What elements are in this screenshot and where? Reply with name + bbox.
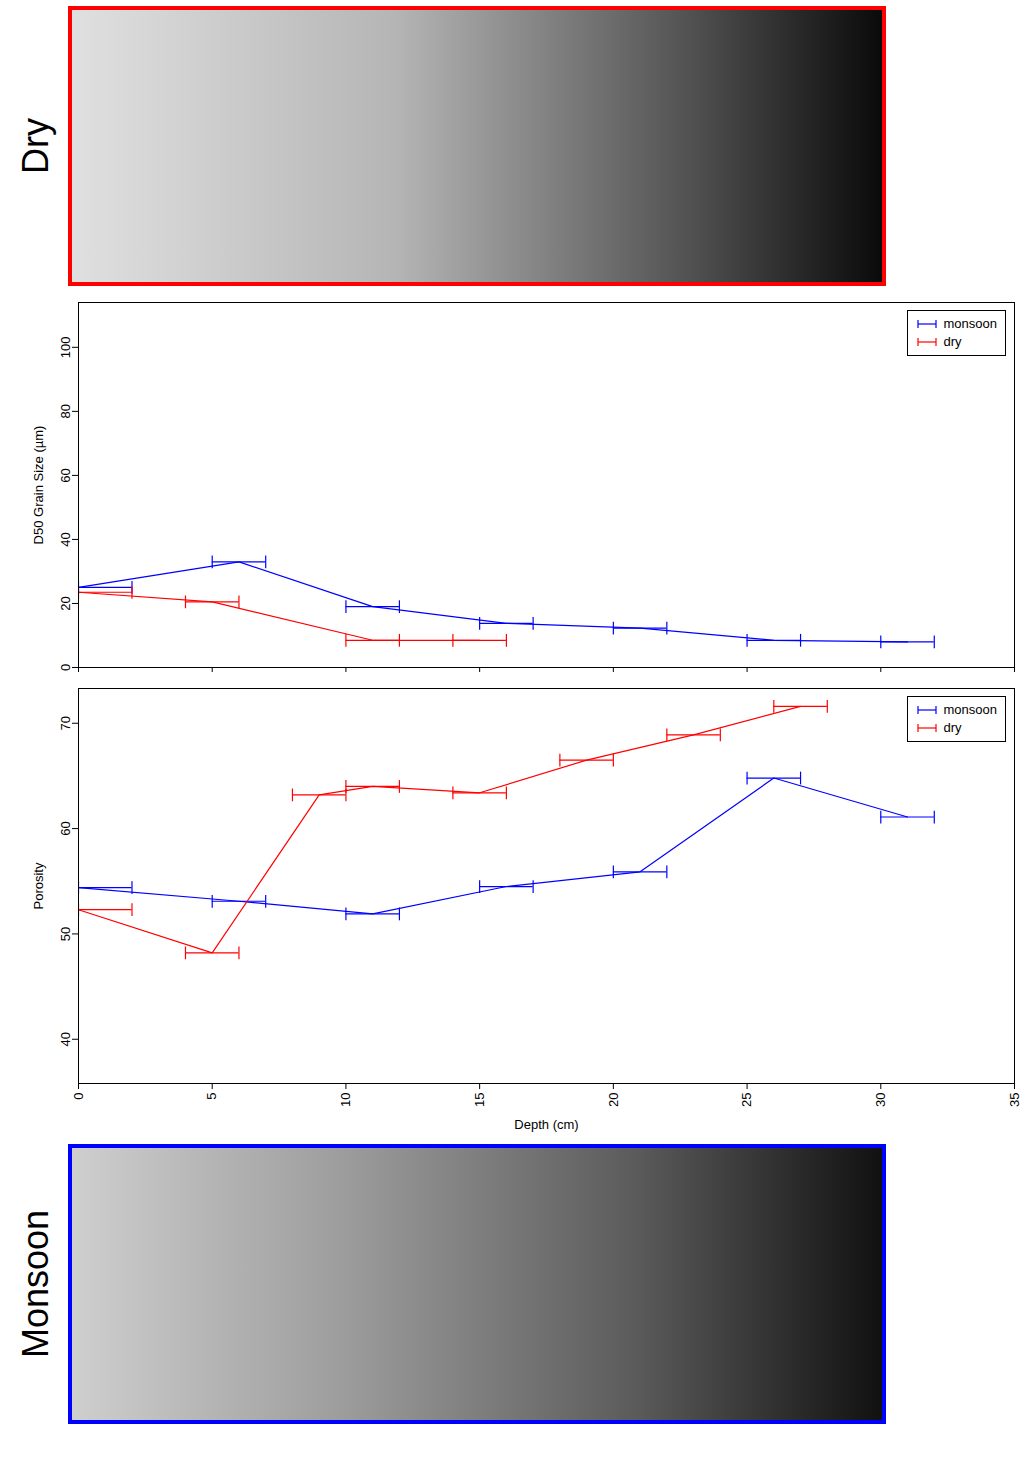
svg-text:D50 Grain Size (µm): D50 Grain Size (µm)	[31, 426, 46, 545]
html-text:dry: dry	[943, 334, 962, 349]
svg-text:40: 40	[58, 532, 73, 546]
html-text:Dry: Dry	[15, 118, 56, 174]
svg-text:30: 30	[873, 1093, 888, 1107]
svg-text:40: 40	[58, 1032, 73, 1046]
svg-text:10: 10	[338, 1093, 353, 1107]
svg-text:60: 60	[58, 821, 73, 835]
svg-text:60: 60	[58, 468, 73, 482]
html-text:monsoon: monsoon	[943, 316, 997, 331]
html-text:monsoon: monsoon	[943, 702, 997, 717]
svg-text:0: 0	[71, 1093, 86, 1100]
svg-text:0: 0	[58, 664, 73, 671]
svg-text:25: 25	[739, 1093, 754, 1107]
svg-text:20: 20	[58, 596, 73, 610]
html-text:dry: dry	[943, 720, 962, 735]
svg-text:35: 35	[1007, 1093, 1022, 1107]
svg-text:5: 5	[204, 1093, 219, 1100]
svg-text:20: 20	[606, 1093, 621, 1107]
html-text:Monsoon: Monsoon	[15, 1209, 56, 1359]
svg-text:Porosity: Porosity	[31, 862, 46, 909]
svg-text:Depth (cm): Depth (cm)	[514, 1117, 578, 1132]
svg-text:80: 80	[58, 404, 73, 418]
svg-text:15: 15	[472, 1093, 487, 1107]
svg-text:70: 70	[58, 716, 73, 730]
svg-text:100: 100	[58, 336, 73, 358]
svg-text:50: 50	[58, 927, 73, 941]
